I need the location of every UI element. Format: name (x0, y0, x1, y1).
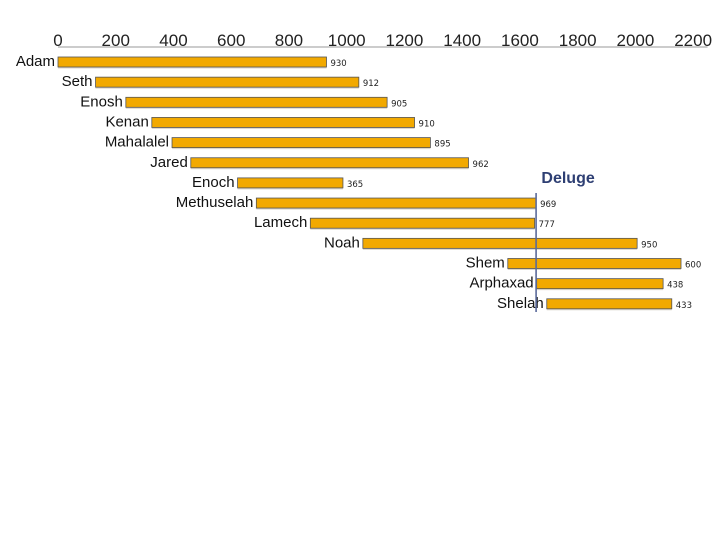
bars: Adam 930 Seth 912 Enosh 905 Kenan 910 Mahalalel 8… (16, 53, 701, 312)
name-label-lamech: Lamech (254, 214, 307, 231)
value-label-lamech: 777 (539, 220, 555, 230)
value-label-seth: 912 (363, 79, 379, 89)
x-tick-label: 1400 (443, 31, 481, 50)
bar-kenan (151, 117, 415, 128)
x-tick-label: 1600 (501, 31, 539, 50)
x-tick-label: 2000 (616, 31, 654, 50)
value-label-shelah: 433 (676, 301, 692, 311)
bar-methuselah (255, 197, 537, 209)
name-label-mahalalel: Mahalalel (105, 134, 169, 151)
bar-jared (190, 157, 469, 169)
bar-shem (507, 258, 682, 269)
value-label-methuselah: 969 (540, 200, 556, 210)
x-tick-label: 200 (102, 31, 130, 50)
value-label-arphaxad: 438 (667, 281, 683, 291)
name-label-kenan: Kenan (105, 113, 148, 130)
x-tick-label: 0 (53, 31, 62, 50)
x-tick-label: 1000 (328, 31, 366, 50)
name-label-enoch: Enoch (192, 174, 235, 191)
bar-enoch (237, 177, 344, 189)
x-axis: 0 200 400 600 800 1000 1200 1400 1600 1800 2000 220… (53, 31, 712, 50)
value-label-kenan: 910 (419, 119, 435, 129)
bar-mahalalel (171, 137, 431, 149)
x-tick-label: 400 (159, 31, 187, 50)
x-tick-label: 800 (275, 31, 303, 50)
name-label-shem: Shem (466, 255, 505, 272)
name-label-shelah: Shelah (497, 295, 544, 312)
value-label-jared: 962 (473, 160, 489, 170)
value-label-shem: 600 (685, 261, 701, 271)
bar-adam (57, 56, 327, 68)
value-label-enoch: 365 (347, 180, 363, 190)
x-tick-label: 1200 (386, 31, 424, 50)
name-label-seth: Seth (62, 73, 93, 90)
bar-arphaxad (536, 278, 664, 290)
value-label-adam: 930 (330, 59, 346, 69)
name-label-methuselah: Methuselah (176, 194, 254, 211)
bar-lamech (309, 217, 536, 229)
bar-noah (362, 237, 638, 249)
bar-shelah (546, 298, 673, 310)
name-label-adam: Adam (16, 53, 55, 70)
name-label-jared: Jared (150, 154, 188, 171)
name-label-noah: Noah (324, 234, 360, 251)
value-label-enosh: 905 (391, 99, 407, 109)
bar-enosh (125, 96, 388, 108)
deluge-label: Deluge (541, 170, 594, 187)
x-tick-label: 600 (217, 31, 245, 50)
x-tick-label: 1800 (559, 31, 597, 50)
value-label-noah: 950 (641, 240, 657, 250)
annotations: Deluge (535, 170, 595, 312)
bar-seth (95, 76, 360, 88)
name-label-enosh: Enosh (80, 93, 123, 110)
x-tick-label: 2200 (674, 31, 712, 50)
value-label-mahalalel: 895 (434, 140, 450, 150)
name-label-arphaxad: Arphaxad (469, 275, 533, 292)
